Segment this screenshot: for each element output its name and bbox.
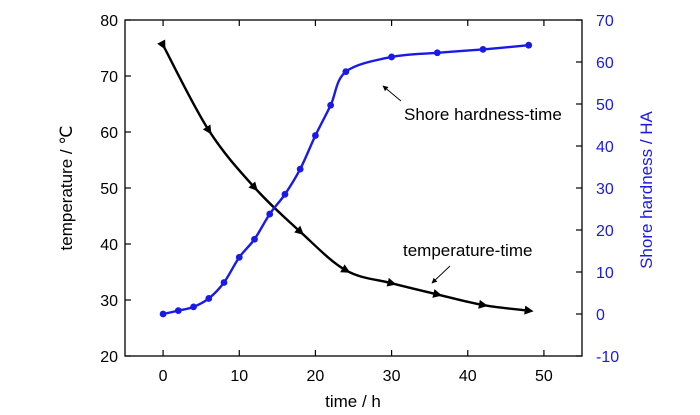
right-y-tick-label: 40 — [596, 139, 614, 156]
left-y-tick-label: 50 — [100, 181, 118, 198]
right-y-tick-label: 10 — [596, 265, 614, 282]
series-1-marker — [340, 264, 351, 273]
series-1-marker — [386, 277, 397, 287]
right-y-tick-label: 20 — [596, 223, 614, 240]
series-2-point — [342, 68, 350, 76]
annotation-shore-hardness-time: Shore hardness-time — [404, 105, 562, 124]
series-1-marker — [157, 39, 166, 50]
series-2-point — [159, 310, 167, 318]
right-y-tick-label: 70 — [596, 13, 614, 30]
x-tick-label: 40 — [459, 368, 477, 385]
series-2-point — [174, 307, 182, 315]
series-1-marker — [478, 299, 488, 309]
series-2-point — [312, 132, 319, 139]
series-2-point — [388, 53, 395, 61]
series-2-point — [525, 41, 533, 49]
left-y-tick-label: 60 — [100, 125, 118, 142]
series-1-marker — [432, 289, 443, 298]
series-2-point — [220, 279, 228, 286]
series-1-point — [248, 181, 258, 192]
x-tick-label: 50 — [535, 368, 553, 385]
series-2-point — [251, 235, 258, 243]
series-2-point — [266, 210, 274, 218]
series-2-point — [327, 101, 335, 109]
series-2-point — [479, 46, 487, 53]
right-y-tick-label: 0 — [596, 307, 605, 324]
series-1-point — [432, 289, 443, 298]
right-y-tick-label: 50 — [596, 97, 614, 114]
x-tick-label: 10 — [230, 368, 248, 385]
series-1-point — [157, 39, 166, 50]
series-line-2 — [162, 44, 529, 316]
series-1-point — [478, 299, 488, 309]
left-y-tick-label: 30 — [100, 293, 118, 310]
x-axis-title: time / h — [325, 392, 381, 411]
left-y-tick-label: 40 — [100, 237, 118, 254]
series-1-point — [340, 264, 351, 273]
series-2-point — [281, 190, 289, 198]
left-y-axis-title: temperature / ℃ — [57, 126, 76, 251]
right-y-tick-label: -10 — [596, 349, 619, 366]
series-2-point — [205, 295, 213, 302]
series-1-marker — [524, 305, 534, 315]
annotation-arrow-2 — [431, 265, 451, 284]
series-2-point — [235, 253, 243, 261]
annotation-temperature-time: temperature-time — [403, 241, 532, 260]
left-y-tick-label: 80 — [100, 13, 118, 30]
series-2-point — [296, 165, 304, 173]
annotation-arrow-1 — [382, 85, 402, 102]
right-y-tick-label: 30 — [596, 181, 614, 198]
series-1-marker — [294, 225, 304, 236]
right-y-axis-title: Shore hardness / HA — [637, 110, 656, 268]
right-y-tick-label: 60 — [596, 55, 614, 72]
series-1-marker — [248, 181, 258, 192]
series-1-point — [386, 277, 397, 287]
x-tick-label: 30 — [383, 368, 401, 385]
left-y-tick-label: 20 — [100, 349, 118, 366]
series-2-point — [190, 303, 197, 311]
series-1-point — [202, 124, 212, 135]
x-tick-label: 20 — [307, 368, 325, 385]
series-1-point — [294, 225, 304, 236]
left-y-tick-label: 70 — [100, 69, 118, 86]
series-2-point — [433, 49, 441, 57]
x-tick-label: 0 — [159, 368, 168, 385]
series-1-point — [524, 305, 534, 315]
series-1-marker — [202, 124, 212, 135]
